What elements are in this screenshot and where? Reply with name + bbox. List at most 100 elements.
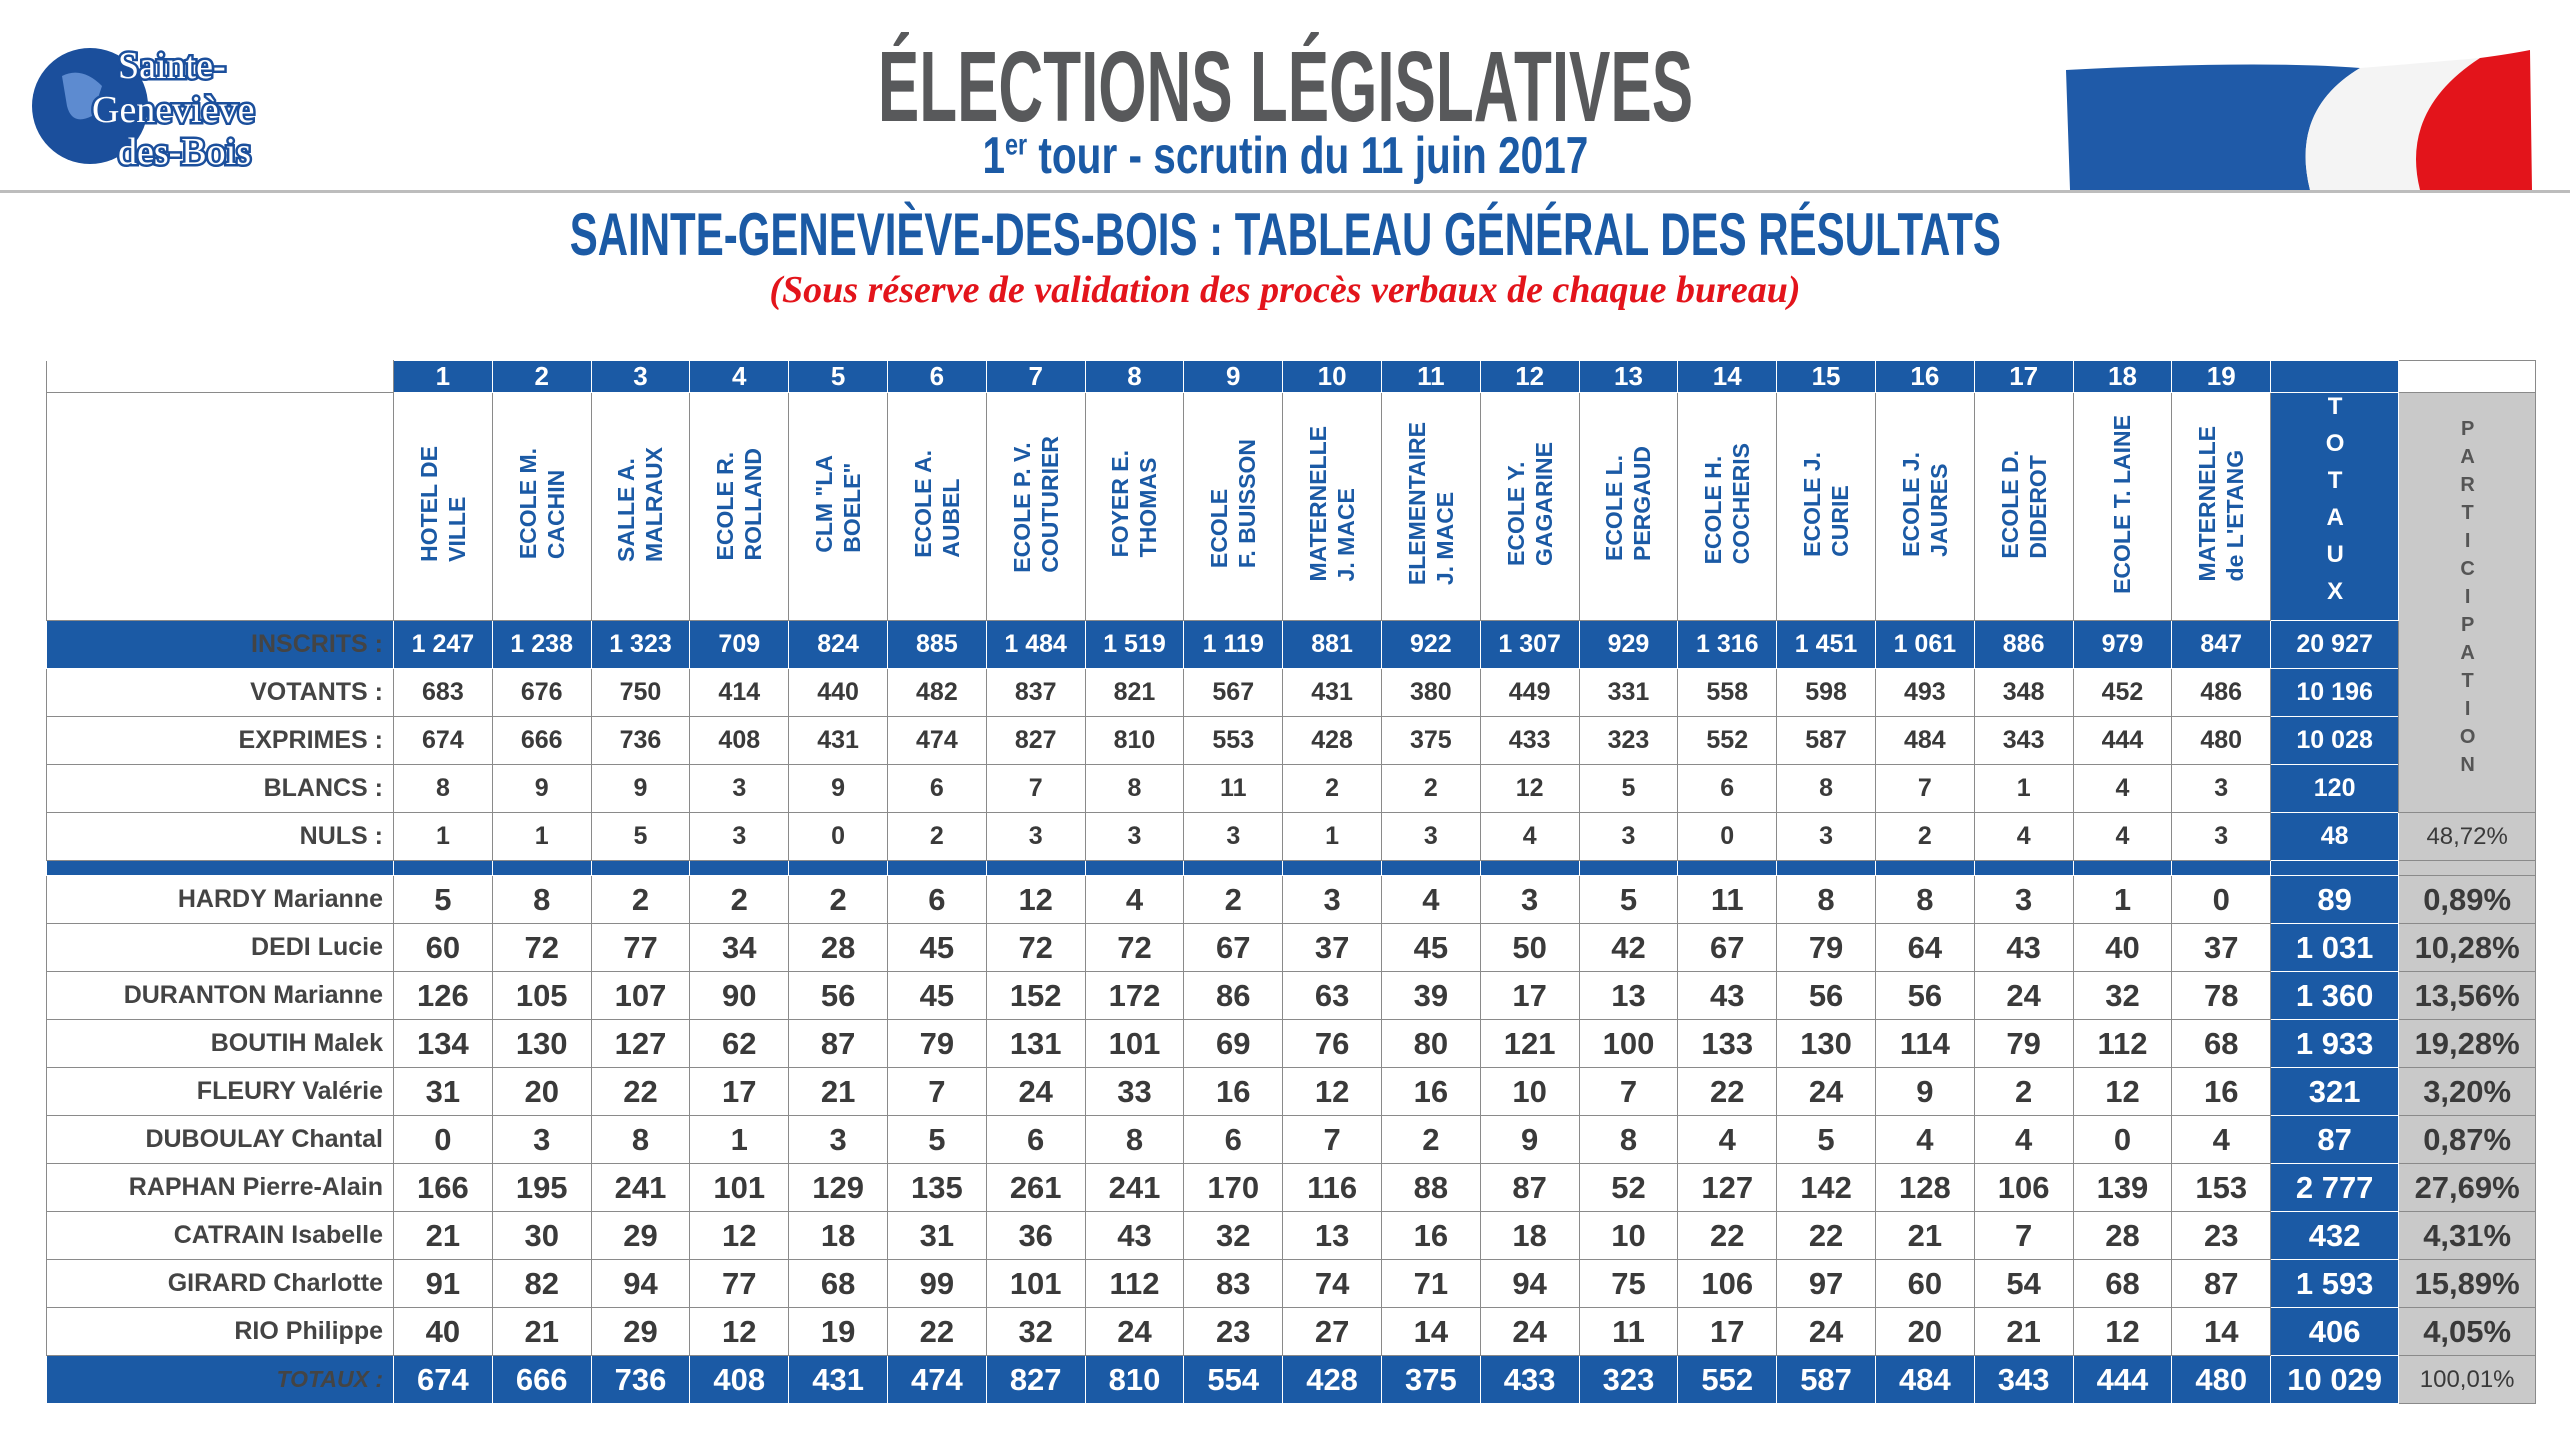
- separator-cell: [1677, 860, 1778, 876]
- candidate-value: 33: [1084, 1067, 1185, 1116]
- candidate-value: 28: [788, 923, 888, 972]
- flag-red: [2416, 50, 2532, 190]
- bureau-number: 15: [1776, 360, 1876, 393]
- separator-cell: [1084, 860, 1185, 876]
- stat-value: 8: [393, 764, 493, 813]
- bureau-name: ECOLE D. DIDEROT: [1996, 450, 2052, 559]
- stat-value: 821: [1084, 668, 1185, 717]
- candidate-value: 121: [1479, 1019, 1580, 1068]
- stat-value: 4: [2072, 812, 2173, 861]
- candidate-value: 3: [491, 1115, 592, 1164]
- bureau-name-cell: ECOLE H. COCHERIS: [1677, 392, 1778, 621]
- bureau-name-line: FOYER E.: [1107, 450, 1134, 558]
- bureau-name-cell: ECOLE P. V. COUTURIER: [985, 392, 1086, 621]
- candidate-value: 30: [491, 1211, 592, 1260]
- candidate-value: 129: [788, 1163, 888, 1212]
- stat-value: 922: [1380, 620, 1481, 669]
- candidate-value: 21: [491, 1307, 592, 1356]
- candidate-value: 40: [393, 1307, 493, 1356]
- candidate-value: 7: [1973, 1211, 2074, 1260]
- stat-value: 3: [1776, 812, 1876, 861]
- bureau-number: 1: [393, 360, 493, 393]
- candidate-value: 21: [393, 1211, 493, 1260]
- candidate-value: 13: [1282, 1211, 1382, 1260]
- stat-value: 3: [1084, 812, 1185, 861]
- candidate-value: 7: [1578, 1067, 1679, 1116]
- stat-value: 7: [1874, 764, 1975, 813]
- candidate-value: 97: [1776, 1259, 1876, 1308]
- candidate-value: 87: [1479, 1163, 1580, 1212]
- candidate-value: 20: [491, 1067, 592, 1116]
- totals-header-cell: TOTAUX: [2270, 392, 2400, 621]
- stat-value: 431: [788, 716, 888, 765]
- stat-value: 9: [491, 764, 592, 813]
- candidate-value: 8: [590, 1115, 691, 1164]
- stat-value: 881: [1282, 620, 1382, 669]
- separator-cell: [985, 860, 1086, 876]
- stat-value: 0: [1677, 812, 1778, 861]
- candidate-value: 8: [1874, 875, 1975, 924]
- candidate-value: 36: [985, 1211, 1086, 1260]
- note: (Sous réserve de validation des procès v…: [769, 269, 1801, 311]
- candidate-value: 94: [1479, 1259, 1580, 1308]
- bureau-name: ECOLE J. JAURES: [1897, 452, 1953, 557]
- candidate-value: 261: [985, 1163, 1086, 1212]
- bureau-name: ECOLE T. LAINE: [2108, 415, 2136, 594]
- candidate-value: 11: [1677, 875, 1778, 924]
- candidate-value: 17: [689, 1067, 790, 1116]
- candidate-row: FLEURY Valérie 31 20 22 17 21 7 24 33 16 12 16 10 7 22…: [46, 1067, 2537, 1116]
- logo-text: Sainte- Geneviève des-Bois: [90, 43, 257, 176]
- candidate-percent: 0,87%: [2398, 1115, 2537, 1164]
- candidate-value: 50: [1479, 923, 1580, 972]
- candidate-value: 2: [1380, 1115, 1481, 1164]
- candidate-total: 2 777: [2270, 1163, 2400, 1212]
- candidate-value: 135: [886, 1163, 987, 1212]
- candidate-value: 24: [985, 1067, 1086, 1116]
- bureau-name-cell: ECOLE D. DIDEROT: [1973, 392, 2074, 621]
- candidate-value: 24: [1084, 1307, 1185, 1356]
- candidate-value: 11: [1578, 1307, 1679, 1356]
- candidate-value: 23: [1183, 1307, 1284, 1356]
- candidate-value: 139: [2072, 1163, 2173, 1212]
- candidate-row: RAPHAN Pierre-Alain 166 195 241 101 129 135 261…: [46, 1163, 2537, 1212]
- candidate-value: 2: [1183, 875, 1284, 924]
- separator-row: [46, 860, 2537, 876]
- candidate-value: 12: [1282, 1067, 1382, 1116]
- candidate-name: RIO Philippe: [46, 1307, 394, 1356]
- stat-value: 847: [2171, 620, 2272, 669]
- totals-total: 10 029: [2270, 1355, 2400, 1404]
- stat-value: 837: [985, 668, 1086, 717]
- bureau-number: 16: [1874, 360, 1975, 393]
- totals-value: 552: [1677, 1355, 1778, 1404]
- candidate-value: 16: [1380, 1211, 1481, 1260]
- candidate-value: 60: [1874, 1259, 1975, 1308]
- stat-value: 2: [1282, 764, 1382, 813]
- candidate-value: 72: [985, 923, 1086, 972]
- candidate-value: 6: [985, 1115, 1086, 1164]
- stat-value: 2: [886, 812, 987, 861]
- candidate-percent: 4,05%: [2398, 1307, 2537, 1356]
- candidate-percent: 4,31%: [2398, 1211, 2537, 1260]
- candidate-value: 22: [1677, 1067, 1778, 1116]
- candidate-value: 6: [1183, 1115, 1284, 1164]
- candidate-value: 72: [1084, 923, 1185, 972]
- separator-cell: [590, 860, 691, 876]
- stat-value: 452: [2072, 668, 2173, 717]
- candidate-percent: 3,20%: [2398, 1067, 2537, 1116]
- candidate-value: 130: [1776, 1019, 1876, 1068]
- candidate-value: 91: [393, 1259, 493, 1308]
- candidate-percent: 13,56%: [2398, 971, 2537, 1020]
- stat-value: 929: [1578, 620, 1679, 669]
- bureau-name-line: ECOLE J.: [1897, 451, 1924, 557]
- separator-cell: [1183, 860, 1284, 876]
- subtitle-number: 1: [982, 127, 1005, 185]
- corner: [46, 360, 394, 393]
- candidate-value: 54: [1973, 1259, 2074, 1308]
- candidate-value: 99: [886, 1259, 987, 1308]
- logo-land: [62, 72, 102, 120]
- candidate-value: 4: [2171, 1115, 2272, 1164]
- bureau-name-line: ECOLE L.: [1601, 455, 1628, 562]
- bureau-number: 18: [2072, 360, 2173, 393]
- separator-cell: [2171, 860, 2272, 876]
- bureau-name: ECOLE H. COCHERIS: [1699, 443, 1755, 564]
